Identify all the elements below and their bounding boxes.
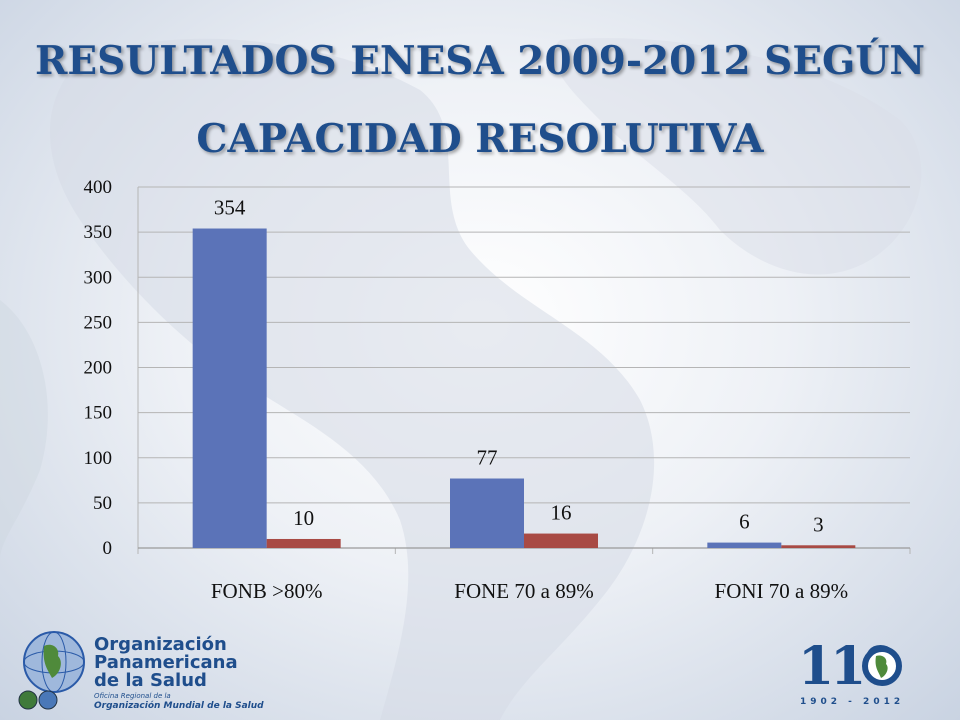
paho-name-line-3: de la Salud: [94, 670, 207, 691]
y-tick-label: 50: [93, 493, 112, 514]
anniversary-110-logo: 110 1902 - 2012: [798, 636, 904, 707]
data-label: 16: [551, 501, 572, 525]
paho-sub-line-2: Organización Mundial de la Salud: [94, 700, 264, 711]
data-label: 10: [293, 506, 314, 530]
paho-name-line-2: Panamericana: [94, 652, 238, 673]
data-labels: 354 10 77 16 6 3: [214, 196, 824, 537]
data-label: 354: [214, 196, 246, 220]
data-label: 6: [739, 510, 750, 534]
y-tick-label: 0: [103, 538, 113, 559]
paho-name-line-1: Organización: [94, 634, 227, 655]
anniversary-years: 1902 - 2012: [800, 697, 904, 707]
bar-chart: 0 50 100 150 200 250 300 350 400 354 10 77 16 6 3 FON…: [84, 177, 911, 603]
y-tick-label: 350: [84, 222, 113, 243]
y-tick-label: 250: [84, 312, 113, 333]
bar-series-1: [192, 228, 267, 548]
page-title: RESULTADOS ENESA 2009-2012 SEGÚN CAPACID…: [0, 22, 960, 178]
bar-series-2: [524, 533, 598, 548]
title-line-1: RESULTADOS ENESA 2009-2012 SEGÚN: [34, 38, 926, 84]
y-tick-label: 400: [84, 177, 113, 198]
x-category-label: FONE 70 a 89%: [454, 579, 593, 603]
data-label: 3: [813, 512, 824, 536]
bar-series-2: [266, 538, 341, 548]
paho-logo: Organización Panamericana de la Salud Of…: [18, 631, 264, 711]
paho-sub-line-1: Oficina Regional de la: [94, 692, 171, 700]
y-tick-label: 150: [84, 403, 113, 424]
bar-series-2: [781, 545, 856, 548]
x-axis-categories: FONB >80% FONE 70 a 89% FONI 70 a 89%: [211, 579, 848, 603]
data-label: 77: [477, 446, 498, 470]
bar-series-1: [450, 478, 524, 548]
y-tick-label: 300: [84, 267, 113, 288]
x-category-label: FONB >80%: [211, 579, 323, 603]
y-tick-label: 200: [84, 358, 113, 379]
bars: [192, 228, 856, 548]
y-tick-label: 100: [84, 448, 113, 469]
y-axis-ticks: 0 50 100 150 200 250 300 350 400: [84, 177, 113, 559]
x-category-label: FONI 70 a 89%: [715, 579, 849, 603]
title-line-2: CAPACIDAD RESOLUTIVA: [196, 116, 764, 162]
bar-series-1: [707, 542, 782, 548]
